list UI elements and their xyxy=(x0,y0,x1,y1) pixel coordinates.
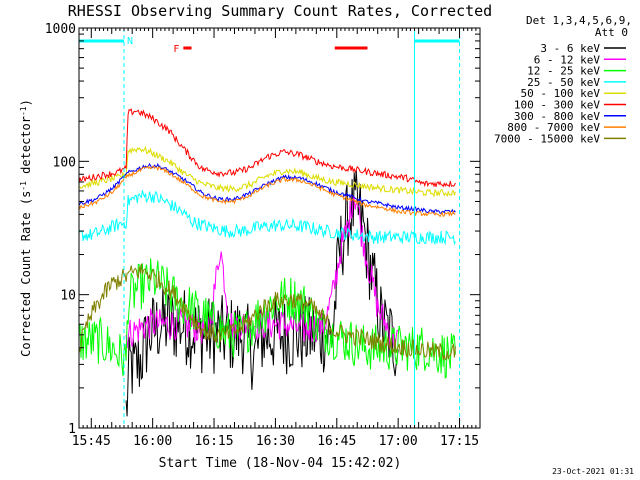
chart-title: RHESSI Observing Summary Count Rates, Co… xyxy=(68,2,492,20)
x-tick-label-0: 15:45 xyxy=(72,434,111,449)
y-axis-label-end: ) xyxy=(19,99,33,106)
attenuator-label: N xyxy=(127,36,133,47)
x-tick-label-3: 16:30 xyxy=(256,434,295,449)
x-axis-label: Start Time (18-Nov-04 15:42:02) xyxy=(159,456,402,471)
x-tick-label-2: 16:15 xyxy=(194,434,233,449)
legend-label-2: 12 - 25 keV xyxy=(527,65,600,78)
legend-label-0: 3 - 6 keV xyxy=(540,42,600,55)
series-line-8 xyxy=(78,263,456,361)
legend-header-line-2: Att 0 xyxy=(595,26,628,39)
series-line-7 xyxy=(78,165,456,218)
y-axis-label-mid: detector xyxy=(19,116,33,181)
x-tick-label-1: 16:00 xyxy=(133,434,172,449)
legend-label-1: 6 - 12 keV xyxy=(534,53,601,66)
legend-header-line-1: Det 1,3,4,5,6,9, xyxy=(526,14,632,27)
series-line-5 xyxy=(78,108,456,188)
x-tick-label-6: 17:15 xyxy=(440,434,479,449)
legend-label-8: 7000 - 15000 keV xyxy=(494,132,600,145)
x-tick-label-5: 17:00 xyxy=(379,434,418,449)
y-axis-label-main: Corrected Count Rate (s xyxy=(19,191,33,357)
y-axis-label-sup1: -1 xyxy=(19,181,28,191)
legend-label-5: 100 - 300 keV xyxy=(514,99,600,112)
y-tick-label-3: 1000 xyxy=(45,22,76,37)
chart-series-layer xyxy=(78,108,456,417)
x-tick-label-4: 16:45 xyxy=(317,434,356,449)
legend-label-7: 800 - 7000 keV xyxy=(507,121,600,134)
legend-label-3: 25 - 50 keV xyxy=(527,76,600,89)
y-tick-label-1: 10 xyxy=(60,289,76,304)
chart-axes: 1 10 100 1000 15:45 16:00 16:15 16:30 16:45 17:00… xyxy=(45,22,481,449)
footer-timestamp: 23-Oct-2021 01:31 xyxy=(552,467,634,476)
series-line-3 xyxy=(78,190,456,246)
y-axis-label-sup2: -1 xyxy=(19,106,28,116)
y-tick-label-0: 1 xyxy=(68,422,76,437)
flare-label: F xyxy=(173,44,179,55)
legend-label-4: 50 - 100 keV xyxy=(521,87,601,100)
series-line-4 xyxy=(78,145,456,198)
y-axis-label: Corrected Count Rate (s-1 detector-1) xyxy=(19,99,34,357)
y-tick-label-2: 100 xyxy=(53,155,76,170)
legend-label-6: 300 - 800 keV xyxy=(514,110,600,123)
